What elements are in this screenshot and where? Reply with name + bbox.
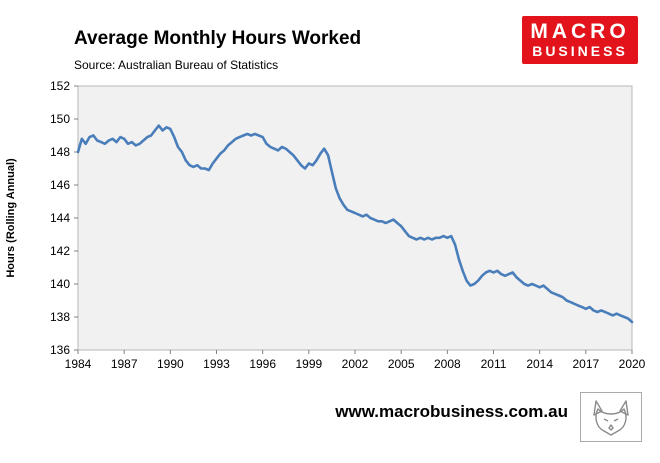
chart-source-label: Source: Australian Bureau of Statistics — [74, 58, 279, 72]
svg-text:1984: 1984 — [65, 357, 92, 371]
line-chart: 136 138 140 142 144 146 148 150 152 1984 1987 1990 1… — [0, 78, 660, 378]
svg-text:1996: 1996 — [249, 357, 276, 371]
svg-text:Hours (Rolling Annual): Hours (Rolling Annual) — [5, 158, 17, 278]
svg-text:152: 152 — [50, 79, 70, 93]
logo-text-macro: MACRO — [530, 20, 630, 43]
svg-text:150: 150 — [50, 112, 70, 126]
svg-text:2017: 2017 — [572, 357, 599, 371]
svg-text:2008: 2008 — [434, 357, 461, 371]
svg-text:2020: 2020 — [619, 357, 646, 371]
wolf-logo-icon — [593, 400, 629, 436]
svg-text:142: 142 — [50, 244, 70, 258]
page-title: Average Monthly Hours Worked — [74, 28, 362, 49]
svg-text:136: 136 — [50, 343, 70, 357]
svg-text:144: 144 — [50, 211, 70, 225]
svg-text:1993: 1993 — [203, 357, 230, 371]
wolf-logo-box — [580, 392, 642, 442]
svg-text:138: 138 — [50, 310, 70, 324]
svg-text:148: 148 — [50, 145, 70, 159]
chart-canvas: 136 138 140 142 144 146 148 150 152 1984 1987 1990 1… — [5, 79, 646, 371]
svg-text:1987: 1987 — [111, 357, 138, 371]
macrobusiness-logo: MACRO BUSINESS — [522, 16, 638, 64]
logo-text-business: BUSINESS — [532, 43, 628, 59]
svg-text:140: 140 — [50, 277, 70, 291]
svg-text:2014: 2014 — [526, 357, 553, 371]
svg-text:2005: 2005 — [388, 357, 415, 371]
svg-text:146: 146 — [50, 178, 70, 192]
svg-text:2002: 2002 — [342, 357, 369, 371]
svg-text:1999: 1999 — [295, 357, 322, 371]
svg-text:1990: 1990 — [157, 357, 184, 371]
footer-website-url: www.macrobusiness.com.au — [335, 402, 568, 421]
svg-text:2011: 2011 — [481, 357, 507, 371]
